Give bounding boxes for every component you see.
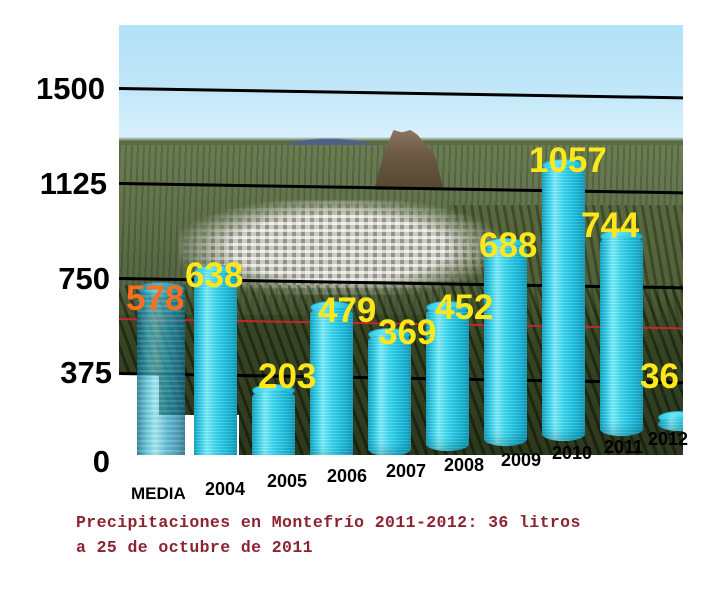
bar-body: [194, 271, 237, 455]
bar-2008[interactable]: [426, 301, 469, 451]
xtick-2012: 2012: [648, 429, 689, 449]
bar-2011[interactable]: [600, 230, 643, 436]
bar-2010[interactable]: [542, 159, 585, 441]
xtick-2011: 2011: [604, 437, 644, 457]
xtick-2004: 2004: [205, 479, 246, 499]
bar-body: [658, 417, 683, 431]
bar-2004[interactable]: [194, 265, 237, 455]
ytick-1500: 1500: [36, 71, 105, 106]
value-label-2007: 369: [378, 313, 437, 352]
value-label-2011: 744: [581, 206, 640, 245]
bar-body: [426, 307, 469, 451]
bar-body: [310, 307, 353, 455]
caption: Precipitaciones en Montefrío 2011-2012: …: [76, 510, 696, 560]
value-label-2006: 479: [318, 291, 377, 330]
xtick-2008: 2008: [444, 455, 485, 475]
bar-body: [484, 244, 527, 446]
value-label-2004: 638: [185, 256, 244, 295]
value-label-2005: 203: [258, 357, 317, 396]
caption-line-1: Precipitaciones en Montefrío 2011-2012: …: [76, 513, 581, 532]
value-label-2012: 36: [640, 357, 679, 396]
bar-body: [600, 236, 643, 436]
caption-line-2: a 25 de octubre de 2011: [76, 538, 313, 557]
xtick-2009: 2009: [501, 450, 542, 470]
bar-body: [542, 165, 585, 441]
value-label-2008: 452: [435, 288, 494, 327]
bar-2006[interactable]: [310, 301, 353, 455]
plot-area: [119, 25, 683, 455]
ytick-1125: 1125: [39, 166, 107, 201]
xtick-2005: 2005: [267, 471, 308, 491]
xtick-2010: 2010: [552, 443, 593, 463]
ytick-375: 375: [60, 355, 112, 390]
xtick-2006: 2006: [327, 466, 368, 486]
ytick-0: 0: [92, 444, 110, 479]
bar-body: [252, 390, 295, 455]
bar-2005[interactable]: [252, 384, 295, 455]
value-label-media: 578: [126, 279, 185, 318]
value-label-2009: 688: [479, 226, 538, 265]
bar-media[interactable]: [137, 282, 185, 455]
ytick-750: 750: [58, 261, 110, 296]
xtick-2007: 2007: [386, 461, 427, 481]
bar-body: [137, 288, 185, 455]
xtick-media: MEDIA: [131, 484, 186, 503]
bar-2009[interactable]: [484, 238, 527, 446]
bar-2007[interactable]: [368, 328, 411, 455]
value-label-2010: 1057: [529, 141, 607, 180]
bar-body: [368, 334, 411, 455]
bar-2012[interactable]: [658, 411, 683, 431]
